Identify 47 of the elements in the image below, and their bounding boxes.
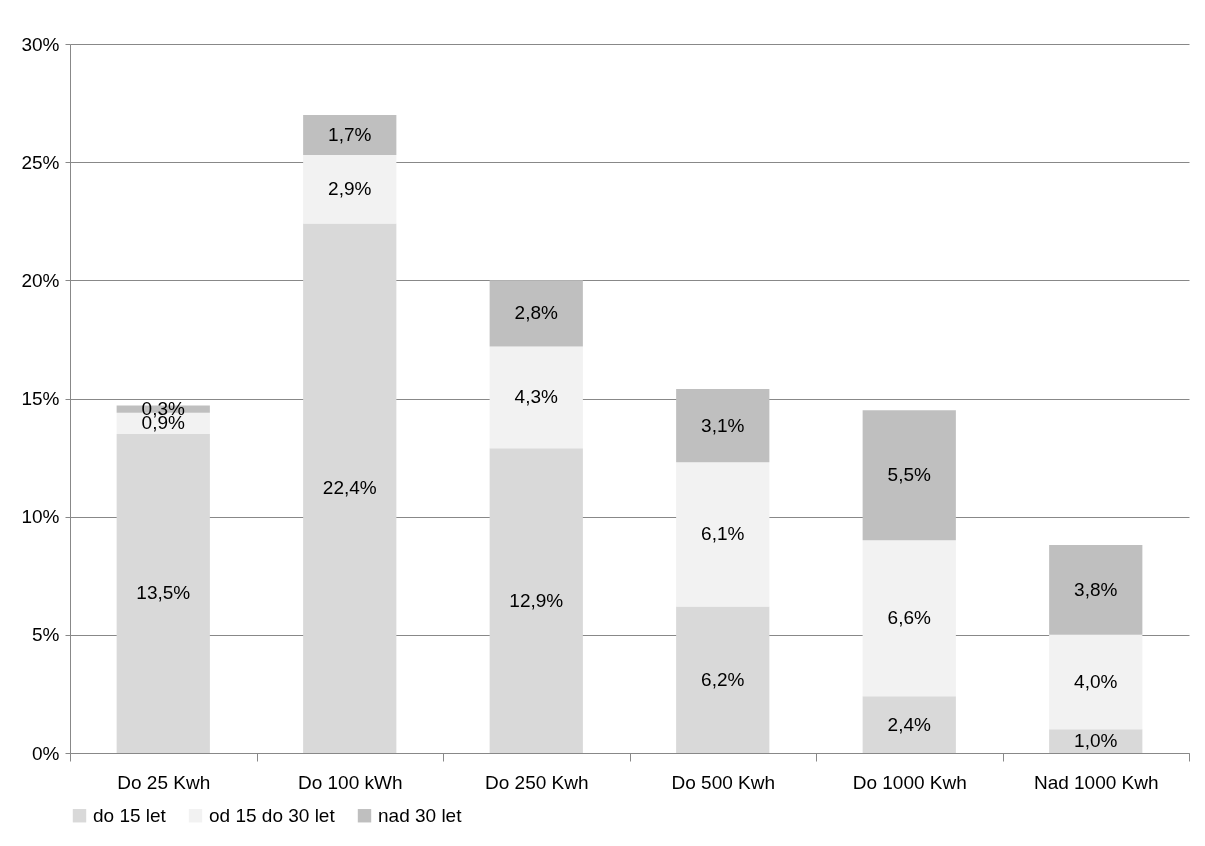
legend-label: od 15 do 30 let	[209, 804, 336, 826]
x-tick-label: Nad 1000 Kwh	[1033, 771, 1159, 793]
bar	[676, 606, 770, 753]
data-label: 3,1%	[701, 414, 745, 436]
legend-label: nad 30 let	[378, 804, 463, 826]
y-tick-label: 5%	[32, 624, 60, 646]
x-tick-label: Do 250 Kwh	[484, 771, 589, 793]
bar	[303, 155, 397, 224]
data-label: 5,5%	[887, 464, 932, 486]
bar	[489, 346, 583, 449]
bar	[862, 410, 956, 541]
bar	[1049, 634, 1143, 730]
bar	[116, 433, 210, 753]
x-tick-label: Do 100 kWh	[297, 771, 403, 793]
data-label: 2,9%	[328, 178, 372, 200]
y-tick-label: 0%	[32, 742, 60, 764]
data-label: 6,6%	[887, 607, 932, 629]
data-label: 6,2%	[701, 668, 745, 690]
bar	[862, 696, 956, 753]
x-tick-label: Do 1000 Kwh	[852, 771, 967, 793]
bar	[489, 448, 583, 753]
data-label: 22,4%	[322, 477, 377, 499]
bar	[303, 114, 397, 156]
legend-label: do 15 let	[93, 804, 167, 826]
data-label: 13,5%	[136, 582, 191, 604]
data-label: 4,3%	[514, 386, 559, 408]
y-tick-label: 10%	[21, 506, 60, 528]
data-label: 3,8%	[1074, 578, 1118, 600]
y-tick-label: 15%	[21, 388, 60, 409]
data-label: 2,8%	[514, 302, 559, 324]
bar	[489, 280, 583, 347]
data-label: 4,0%	[1074, 671, 1118, 693]
y-tick-label: 25%	[21, 151, 60, 173]
bar	[676, 389, 770, 463]
bar	[1049, 545, 1143, 635]
bar	[676, 462, 770, 607]
y-tick-label: 20%	[21, 269, 60, 291]
data-label: 12,9%	[509, 589, 564, 611]
bar	[303, 223, 397, 753]
bar	[862, 540, 956, 697]
data-label: 1,7%	[328, 123, 372, 145]
data-label: 2,4%	[887, 713, 932, 735]
x-tick-label: Do 500 Kwh	[671, 771, 776, 793]
data-label: 6,1%	[701, 523, 745, 545]
y-tick-label: 30%	[21, 33, 60, 55]
x-tick-label: Do 25 Kwh	[117, 771, 211, 793]
data-label: 1,0%	[1074, 730, 1118, 752]
